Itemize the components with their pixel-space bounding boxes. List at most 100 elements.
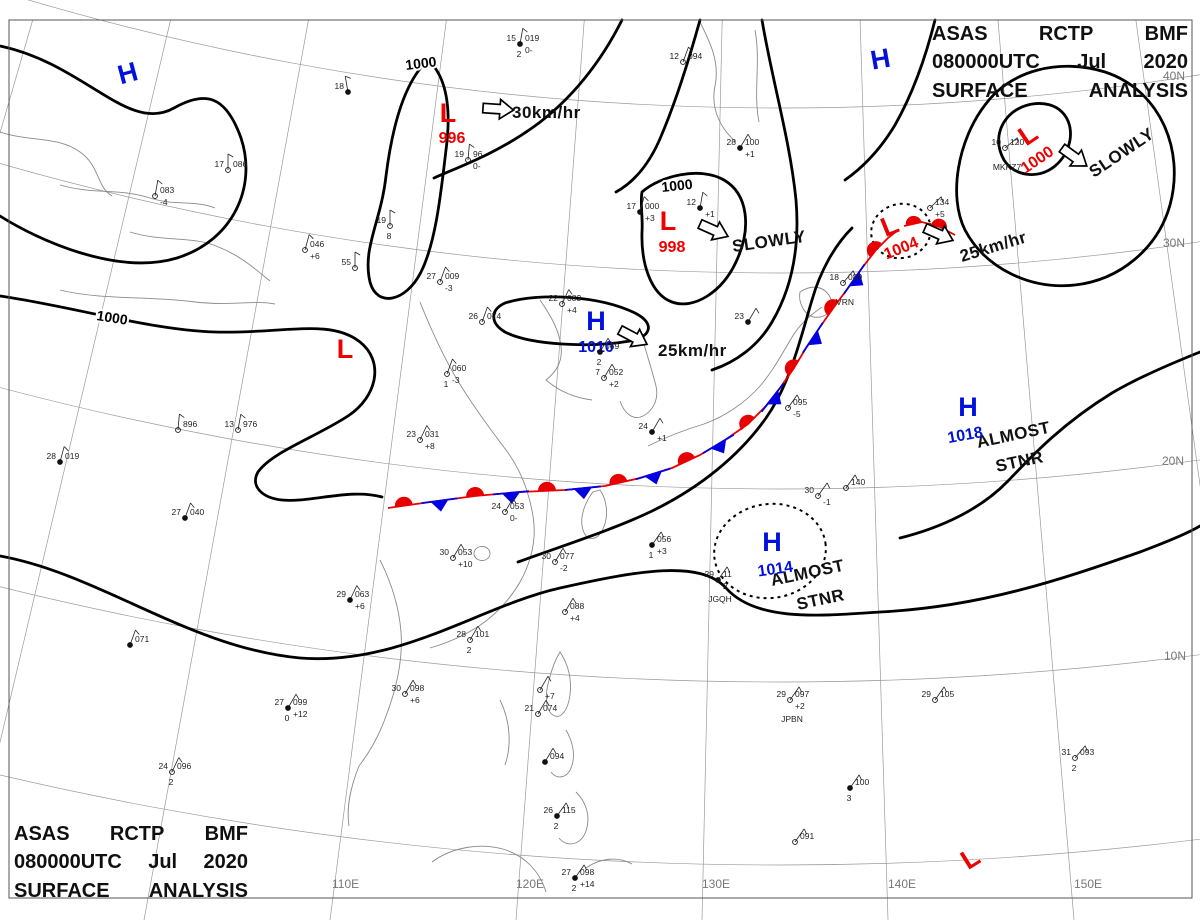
longitude-line [515, 19, 585, 920]
station-temperature: 27 [562, 867, 572, 877]
station-plot: 15 019 0-2 [507, 27, 539, 59]
title-line-3: SURFACE ANALYSIS [932, 77, 1188, 105]
station-plot: 094 [542, 747, 564, 765]
movement-arrow-icon [616, 324, 649, 348]
wind-barb-tick [178, 757, 183, 763]
station-pressure: 063 [355, 589, 369, 599]
station-tendency: 0- [510, 513, 518, 523]
movement-label: STNR [994, 447, 1045, 476]
station-plot: 10 120 MKKZ7 [992, 137, 1025, 172]
station-plot: 12 +1 [687, 191, 715, 219]
warm-front-symbol [677, 452, 695, 465]
station-pressure: 077 [560, 551, 574, 561]
station-tendency: +14 [580, 879, 595, 889]
station-plot: 13 976 [225, 413, 257, 433]
warm-front-symbol [739, 414, 755, 431]
wind-barb-tick [803, 828, 808, 835]
title-line-1: ASAS RCTP BMF [14, 820, 248, 848]
station-plot: 28 019 [47, 446, 79, 465]
station-pressure: 031 [425, 429, 439, 439]
title-word: 080000UTC [14, 851, 122, 874]
station-code: 2 [467, 645, 472, 655]
station-circle-icon [572, 875, 578, 881]
station-plot: 24 +1 [639, 417, 667, 443]
station-pressure: 100 [855, 777, 869, 787]
wind-barb-tick [747, 133, 752, 140]
latitude-label: 30N [1163, 236, 1185, 250]
wind-barb-tick [295, 693, 300, 700]
station-temperature: 29 [922, 689, 932, 699]
station-plot: 18 089 VRN [830, 270, 862, 307]
longitude-label: 130E [702, 877, 730, 891]
station-circle-icon [552, 559, 558, 565]
station-pressure: 083 [567, 293, 581, 303]
station-tendency: +8 [425, 441, 435, 451]
coastline [550, 729, 574, 778]
station-tendency: +1 [745, 149, 755, 159]
isobar [0, 44, 248, 265]
station-code: 1 [444, 379, 449, 389]
wind-barb-tick [240, 413, 246, 419]
wind-barb-tick [854, 474, 859, 481]
station-pressure: 086 [233, 159, 247, 169]
station-temperature: 26 [469, 311, 479, 321]
station-pressure: 053 [510, 501, 524, 511]
station-circle-icon [537, 687, 543, 693]
wind-barb-tick [565, 802, 570, 809]
station-pressure: 040 [190, 507, 204, 517]
wind-barb-tick [796, 394, 801, 401]
station-circle-icon [402, 691, 408, 697]
station-circle-icon [302, 247, 308, 253]
isobar-value-label: 1000 [661, 176, 694, 195]
wind-barb-tick [607, 337, 612, 344]
movement-arrow-icon [921, 222, 955, 246]
station-temperature: 28 [727, 137, 737, 147]
title-line-2: 080000UTC Jul 2020 [14, 848, 248, 876]
station-pressure: 120 [1010, 137, 1024, 147]
title-word: RCTP [109, 823, 165, 845]
wind-barb-tick [852, 270, 856, 277]
wind-barb-tick [487, 306, 492, 312]
station-circle-icon [927, 205, 933, 211]
wind-barb-tick [354, 251, 361, 256]
station-temperature: 29 [777, 689, 787, 699]
title-word: Jul [1077, 51, 1107, 74]
station-pressure: 052 [609, 367, 623, 377]
cold-front-symbol [502, 492, 520, 504]
station-plot: 198 [377, 209, 396, 241]
fronts [387, 215, 956, 512]
station-plot: 30 053 +10 [440, 543, 473, 569]
title-word: 080000UTC [932, 51, 1040, 74]
station-plot: 23 [735, 307, 760, 325]
wind-barb-tick [452, 358, 457, 364]
station-pressure: 096 [177, 761, 191, 771]
cold-front-segment [843, 263, 866, 295]
station-circle-icon [285, 705, 291, 711]
station-circle-icon [649, 542, 655, 548]
wind-barb-tick [659, 417, 664, 424]
station-circle-icon [637, 209, 643, 215]
cold-front-symbol [573, 487, 592, 500]
station-pressure: 083 [160, 185, 174, 195]
station-temperature: 29 [337, 589, 347, 599]
wind-barb-tick [552, 747, 557, 754]
station-plot: 19 96 0- [455, 143, 483, 171]
wind-barb-tick [943, 686, 948, 693]
station-pressure: 000 [645, 201, 659, 211]
station-pressure: 019 [525, 33, 539, 43]
station-temperature: 22 [549, 293, 559, 303]
station-temperature: 31 [1062, 747, 1072, 757]
station-pressure: 097 [795, 689, 809, 699]
station-circle-icon [57, 459, 63, 465]
longitude-line [329, 19, 447, 920]
cold-front-symbol [710, 439, 727, 454]
station-circle-icon [554, 813, 560, 819]
station-temperature: 21 [525, 703, 535, 713]
cold-front-symbol [767, 390, 782, 405]
